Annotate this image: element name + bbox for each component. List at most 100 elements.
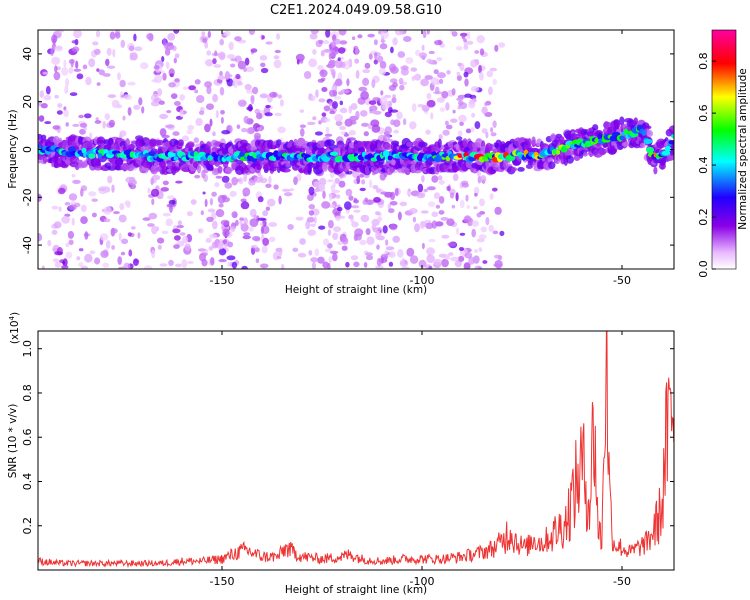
heatmap-speckle <box>340 88 350 94</box>
ridge-halo <box>592 124 599 131</box>
heatmap-speckle <box>390 46 394 54</box>
heatmap-speckle <box>119 79 126 88</box>
heatmap-speckle <box>379 60 387 70</box>
heatmap-speckle <box>226 78 234 87</box>
heatmap-speckle <box>379 96 388 106</box>
heatmap-speckle <box>52 258 60 263</box>
heatmap-speckle <box>252 236 261 241</box>
heatmap-speckle <box>204 81 213 88</box>
heatmap-speckle <box>481 106 488 115</box>
ridge-core <box>641 130 647 136</box>
ridge-halo <box>107 137 114 146</box>
heatmap-speckle <box>335 194 341 199</box>
heatmap-speckle <box>368 100 377 105</box>
heatmap-speckle <box>231 176 238 186</box>
heatmap-speckle <box>162 72 167 81</box>
heatmap-speckle <box>341 245 348 251</box>
heatmap-speckle <box>140 62 149 70</box>
heatmap-speckle <box>340 56 344 61</box>
heatmap-speckle <box>318 39 324 45</box>
ridge-halo <box>668 125 674 135</box>
heatmap-speckle <box>65 251 73 259</box>
snr-scale-suffix: ) <box>9 312 21 316</box>
heatmap-speckle <box>126 202 131 209</box>
heatmap-speckle <box>456 97 464 101</box>
ridge-core <box>555 149 561 155</box>
heatmap-speckle <box>441 258 449 268</box>
heatmap-speckle <box>212 131 216 137</box>
heatmap-speckle <box>166 43 174 51</box>
heatmap-speckle <box>281 188 291 192</box>
heatmap-speckle <box>260 225 264 235</box>
heatmap-speckle <box>380 90 384 96</box>
heatmap-speckle <box>346 78 350 87</box>
heatmap-speckle <box>117 72 121 81</box>
ridge-halo <box>256 163 263 171</box>
snr-y-tick-label: 0.2 <box>21 517 34 535</box>
heatmap-speckle <box>254 109 260 113</box>
heatmap-speckle <box>344 118 353 127</box>
heatmap-speckle <box>388 208 395 214</box>
heatmap-speckle <box>119 130 127 137</box>
heatmap-speckle <box>219 38 224 46</box>
heatmap-speckle <box>428 239 436 243</box>
spectrogram-y-tick-label: -40 <box>21 236 34 254</box>
heatmap-speckle <box>422 30 427 38</box>
heatmap-speckle <box>406 247 415 257</box>
heatmap-speckle <box>150 188 160 197</box>
heatmap-speckle <box>332 101 338 109</box>
heatmap-speckle <box>310 30 319 35</box>
heatmap-speckle <box>215 110 219 119</box>
heatmap-speckle <box>450 118 458 123</box>
heatmap-speckle <box>363 262 368 268</box>
heatmap-speckle <box>214 182 220 188</box>
heatmap-speckle <box>406 191 413 196</box>
heatmap-speckle <box>355 46 359 55</box>
heatmap-speckle <box>350 103 358 110</box>
heatmap-speckle <box>350 255 359 261</box>
heatmap-speckle <box>250 244 258 249</box>
ridge-halo <box>177 139 184 147</box>
ridge-halo <box>437 138 442 149</box>
heatmap-speckle <box>344 133 350 137</box>
heatmap-speckle <box>188 85 197 91</box>
heatmap-speckle <box>299 124 306 128</box>
heatmap-speckle <box>375 265 384 269</box>
heatmap-speckle <box>217 244 224 250</box>
heatmap-speckle <box>235 73 241 80</box>
heatmap-speckle <box>471 220 479 227</box>
ridge-halo <box>293 138 298 147</box>
heatmap-speckle <box>214 50 218 56</box>
heatmap-speckle <box>309 95 316 102</box>
heatmap-speckle <box>478 64 482 74</box>
heatmap-speckle <box>129 183 137 190</box>
heatmap-speckle <box>446 218 455 226</box>
heatmap-speckle <box>105 58 110 67</box>
heatmap-speckle <box>276 255 282 260</box>
heatmap-speckle <box>159 113 169 120</box>
colorbar-label: Normalized spectral amplitude <box>737 68 749 229</box>
ridge-core <box>646 146 654 154</box>
heatmap-speckle <box>424 75 433 80</box>
heatmap-speckle <box>253 176 263 183</box>
heatmap-speckle <box>186 211 193 217</box>
snr-series-line <box>38 331 674 569</box>
heatmap-speckle <box>54 94 59 99</box>
heatmap-speckle <box>111 245 115 250</box>
heatmap-speckle <box>333 226 342 233</box>
ridge-halo <box>276 139 282 146</box>
heatmap-speckle <box>173 30 180 34</box>
heatmap-speckle <box>330 86 338 90</box>
heatmap-speckle <box>338 30 347 36</box>
ridge-halo <box>621 141 631 147</box>
heatmap-speckle <box>150 101 160 107</box>
heatmap-speckle <box>339 107 348 114</box>
heatmap-speckle <box>482 260 488 264</box>
heatmap-speckle <box>91 212 97 218</box>
heatmap-speckle <box>67 230 74 239</box>
heatmap-speckle <box>235 219 239 226</box>
ridge-halo <box>475 138 483 148</box>
heatmap-speckle <box>479 175 487 183</box>
heatmap-speckle <box>230 58 237 62</box>
heatmap-speckle <box>125 176 135 183</box>
